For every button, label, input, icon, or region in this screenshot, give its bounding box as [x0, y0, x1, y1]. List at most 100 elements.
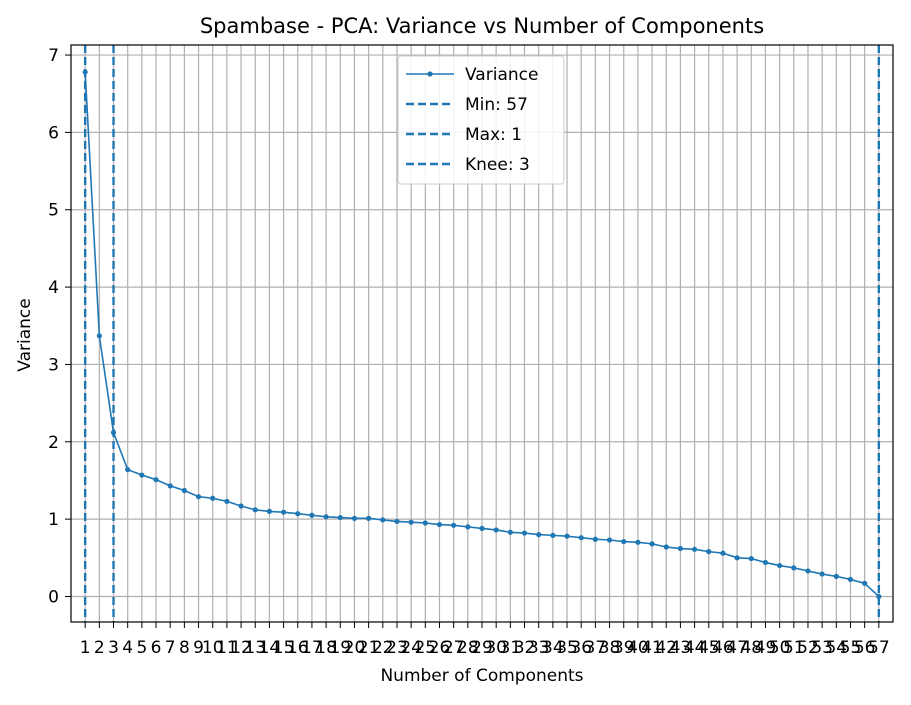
data-point [110, 429, 117, 436]
x-tick-label: 32 [514, 638, 536, 658]
data-point [238, 503, 244, 509]
series-layer [82, 69, 882, 600]
x-tick-label: 25 [414, 638, 436, 658]
data-point [592, 536, 598, 542]
x-tick-label: 15 [273, 638, 295, 658]
y-tick-label: 7 [48, 46, 59, 66]
data-point [280, 509, 287, 515]
data-point [451, 522, 457, 528]
x-tick-label: 56 [854, 638, 876, 658]
x-tick-label: 29 [471, 638, 493, 658]
y-axis-ticks: 0 1 2 3 4 5 6 7 [48, 46, 71, 607]
x-tick-label: 36 [570, 638, 592, 658]
data-point [493, 527, 499, 533]
data-point [295, 511, 301, 517]
x-tick-label: 39 [613, 638, 635, 658]
y-tick-label: 5 [48, 201, 59, 221]
data-point [550, 532, 556, 538]
data-point [224, 498, 230, 504]
data-point [408, 519, 414, 525]
x-tick-label: 9 [193, 638, 204, 658]
data-point [606, 537, 613, 543]
x-tick-label: 22 [372, 638, 394, 658]
data-point [153, 477, 159, 483]
x-tick-label: 11 [216, 638, 238, 658]
data-point [422, 520, 428, 526]
x-tick-label: 20 [344, 638, 366, 658]
data-point [663, 544, 669, 550]
x-tick-label: 26 [429, 638, 451, 658]
y-tick-label: 1 [48, 510, 59, 530]
x-tick-label: 47 [726, 638, 748, 658]
x-tick-label: 18 [315, 638, 337, 658]
data-point [677, 545, 684, 552]
x-tick-label: 45 [698, 638, 720, 658]
x-tick-label: 5 [136, 638, 147, 658]
x-tick-label: 27 [443, 638, 465, 658]
x-tick-label: 13 [244, 638, 266, 658]
x-tick-label: 17 [301, 638, 323, 658]
data-point [323, 514, 329, 520]
x-tick-label: 41 [641, 638, 663, 658]
data-point [635, 539, 641, 545]
data-point [82, 69, 88, 75]
x-axis-ticks: 1 2 3 4 5 6 7 8 91011121314151617181920212223242… [80, 622, 890, 658]
x-tick-label: 12 [230, 638, 252, 658]
data-point [337, 514, 343, 521]
data-point [564, 533, 570, 539]
data-point [465, 524, 471, 530]
x-tick-label: 7 [165, 638, 176, 658]
data-point [720, 550, 726, 556]
data-point [479, 525, 485, 532]
data-point [366, 515, 372, 521]
x-tick-label: 30 [485, 638, 507, 658]
legend-marker-variance [427, 71, 433, 77]
data-point [876, 593, 882, 600]
x-tick-label: 6 [151, 638, 162, 658]
x-tick-label: 16 [287, 638, 309, 658]
y-tick-label: 3 [48, 355, 59, 375]
x-tick-label: 52 [797, 638, 819, 658]
data-point [833, 573, 839, 579]
x-tick-label: 53 [811, 638, 833, 658]
data-point [351, 515, 358, 521]
x-tick-label: 1 [80, 638, 91, 658]
x-tick-label: 42 [655, 638, 677, 658]
x-tick-label: 14 [259, 638, 281, 658]
data-point [762, 559, 769, 566]
data-point [380, 517, 386, 523]
x-tick-label: 4 [122, 638, 133, 658]
x-tick-label: 48 [740, 638, 762, 658]
data-point [805, 568, 811, 574]
x-tick-label: 23 [386, 638, 408, 658]
data-point [210, 495, 216, 501]
legend-label-variance: Variance [465, 65, 538, 85]
y-axis-label: Variance [15, 298, 35, 371]
data-point [96, 333, 102, 339]
legend: Variance Min: 57 Max: 1 Knee: 3 [397, 55, 565, 185]
x-tick-label: 38 [599, 638, 621, 658]
x-tick-label: 44 [684, 638, 706, 658]
x-tick-label: 28 [457, 638, 479, 658]
x-tick-label: 31 [500, 638, 522, 658]
data-point [195, 494, 202, 500]
data-point [847, 576, 854, 583]
data-point [734, 555, 740, 561]
x-tick-label: 3 [108, 638, 119, 658]
legend-box [397, 55, 565, 185]
y-tick-label: 4 [48, 278, 59, 298]
x-tick-label: 8 [179, 638, 190, 658]
data-point [309, 512, 315, 518]
x-tick-label: 19 [329, 638, 351, 658]
data-point [181, 487, 187, 494]
x-tick-label: 24 [400, 638, 422, 658]
x-tick-label: 10 [202, 638, 224, 658]
vline-layer [83, 45, 881, 622]
x-tick-label: 43 [670, 638, 692, 658]
data-point [748, 555, 754, 562]
data-point [791, 565, 797, 571]
legend-label-min: Min: 57 [465, 95, 528, 115]
x-tick-label: 21 [358, 638, 380, 658]
